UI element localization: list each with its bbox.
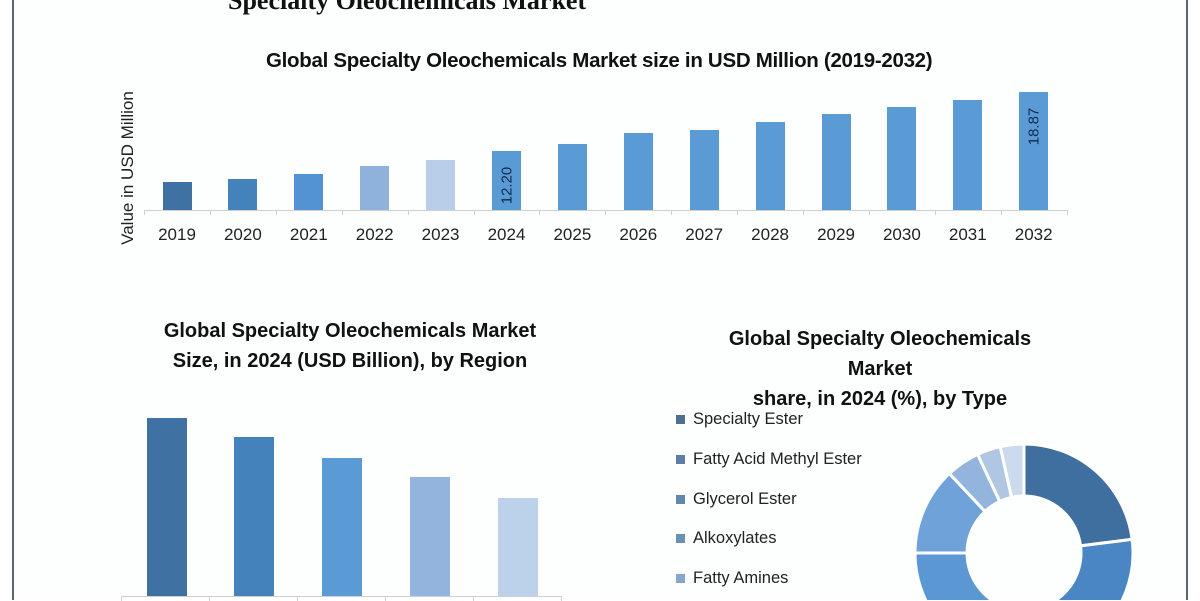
legend-item: Alkoxylates xyxy=(676,519,862,559)
frame-left-border xyxy=(12,0,14,600)
bar-2032 xyxy=(1019,92,1049,210)
main-title: Specialty Oleochemicals Market xyxy=(228,0,587,15)
bar-2025 xyxy=(557,143,587,210)
x-tick-label: 2021 xyxy=(289,225,328,244)
x-tick-label: 2024 xyxy=(487,225,526,244)
x-axis-tick xyxy=(803,210,805,215)
market-size-chart-title: Global Specialty Oleochemicals Market si… xyxy=(266,49,933,72)
region-x-axis-tick xyxy=(561,596,562,601)
donut-slice-fatty-acid-methyl-ester xyxy=(1053,537,1135,600)
bar-2022 xyxy=(360,165,390,210)
legend-swatch-icon xyxy=(676,494,685,504)
x-axis-tick xyxy=(144,210,146,215)
x-tick-label: 2027 xyxy=(685,225,724,244)
x-tick-label: 2025 xyxy=(553,225,592,244)
legend-item: Fatty Acid Methyl Ester xyxy=(676,440,862,480)
x-tick-label: 2019 xyxy=(158,225,196,244)
bar-2019 xyxy=(162,181,192,210)
bar-2024 xyxy=(492,150,521,210)
legend-label: Specialty Ester xyxy=(693,410,804,429)
legend-swatch-icon xyxy=(676,574,685,584)
x-axis-tick xyxy=(1066,210,1068,215)
type-legend: Specialty Ester Fatty Acid Methyl Ester Gl… xyxy=(676,400,862,598)
region-bar-4 xyxy=(410,477,450,596)
legend-swatch-icon xyxy=(676,415,685,425)
x-tick-label: 2022 xyxy=(355,225,394,244)
x-axis-tick xyxy=(275,210,277,215)
region-x-axis-tick xyxy=(121,596,122,601)
region-x-axis-tick xyxy=(209,596,210,601)
bar-2021 xyxy=(294,173,324,210)
legend-label: Alkoxylates xyxy=(693,529,777,548)
bar-2026 xyxy=(623,133,653,210)
x-axis-tick xyxy=(209,210,211,215)
x-tick-label: 2030 xyxy=(882,225,921,244)
bar-2030 xyxy=(887,106,917,210)
x-axis-tick xyxy=(1000,210,1002,215)
region-bar-3 xyxy=(322,458,362,596)
x-axis-tick xyxy=(473,210,475,215)
region-x-axis-tick xyxy=(297,596,298,601)
x-axis-tick xyxy=(868,210,870,215)
region-bar-2 xyxy=(234,437,274,596)
bar-2027 xyxy=(689,129,719,210)
bar-2023 xyxy=(426,159,456,210)
bar-2029 xyxy=(821,113,851,210)
legend-label: Fatty Acid Methyl Ester xyxy=(693,450,862,469)
legend-item: Glycerol Ester xyxy=(676,479,862,519)
x-axis-tick xyxy=(605,210,607,215)
bar-2028 xyxy=(755,121,785,210)
legend-label: Glycerol Ester xyxy=(693,489,797,508)
legend-label: Fatty Amines xyxy=(693,569,789,588)
region-x-axis-tick xyxy=(385,596,386,601)
donut-slice-specialty-ester xyxy=(1022,442,1134,548)
legend-swatch-icon xyxy=(676,534,685,544)
x-axis-tick xyxy=(934,210,936,215)
region-x-axis-line xyxy=(121,596,561,597)
region-x-axis-tick xyxy=(473,596,474,601)
x-tick-label: 2031 xyxy=(948,225,987,244)
x-axis-tick xyxy=(407,210,409,215)
region-bar-1 xyxy=(147,418,187,596)
x-tick-label: 2026 xyxy=(619,225,658,244)
x-axis-tick xyxy=(341,210,343,215)
x-axis-tick xyxy=(737,210,739,215)
region-chart-title: Global Specialty Oleochemicals Market Si… xyxy=(163,320,537,372)
x-tick-label: 2029 xyxy=(817,225,855,244)
legend-swatch-icon xyxy=(676,455,685,465)
bar-2020 xyxy=(228,179,258,210)
x-tick-label: 2032 xyxy=(1014,225,1053,244)
bar-2031 xyxy=(953,99,983,210)
x-tick-label: 2020 xyxy=(223,225,262,244)
donut-slice-glycerol-ester xyxy=(913,551,995,600)
frame-right-border xyxy=(1186,0,1188,600)
donut-slice-other-2 xyxy=(998,442,1026,500)
x-axis-tick xyxy=(539,210,541,215)
legend-item: Specialty Ester xyxy=(676,400,862,440)
type-chart-title: Global Specialty Oleochemicals Market sh… xyxy=(728,328,1032,410)
x-tick-label: 2028 xyxy=(751,225,790,244)
legend-item: Fatty Amines xyxy=(676,559,862,599)
region-bar-5 xyxy=(498,498,538,596)
x-axis-tick xyxy=(671,210,673,215)
x-tick-label: 2023 xyxy=(421,225,460,244)
